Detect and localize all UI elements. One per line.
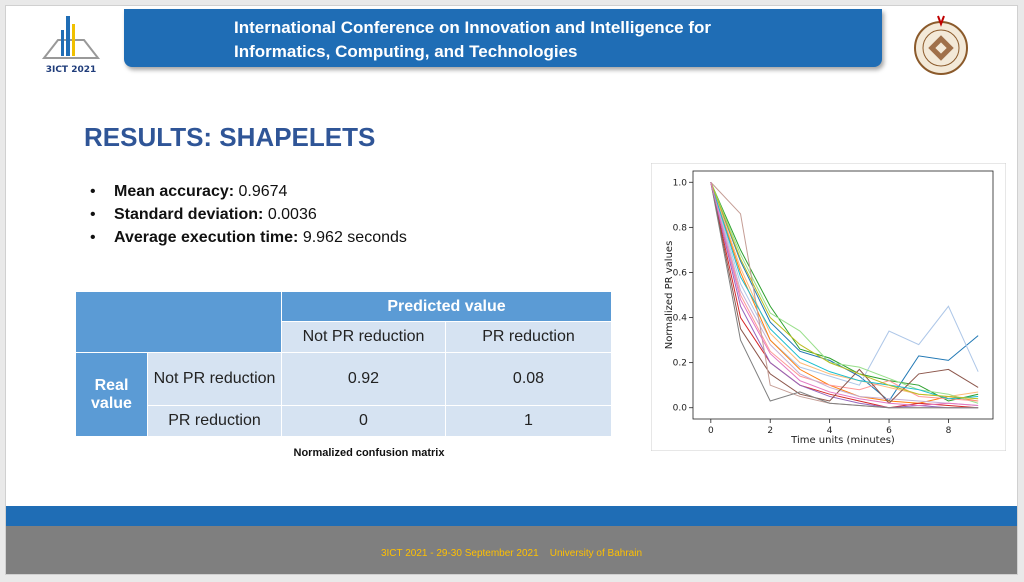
chart-series-line-10 xyxy=(710,182,979,406)
chart-series-line-2 xyxy=(710,182,979,386)
confusion-matrix-table: Predicted value Not PR reduction PR redu… xyxy=(76,292,612,437)
chart-y-tick-label: 0.8 xyxy=(673,223,688,233)
footer-text: 3ICT 2021 - 29-30 September 2021 Univers… xyxy=(380,548,643,559)
chart-y-tick-label: 1.0 xyxy=(673,178,688,188)
university-seal-logo xyxy=(911,12,971,78)
cell-0-0: 0.92 xyxy=(282,353,446,406)
bullet-label: Standard deviation: xyxy=(114,206,264,223)
chart-y-tick-label: 0.2 xyxy=(673,359,687,369)
row-header-pr-reduction: PR reduction xyxy=(148,406,282,437)
header-title-line1: International Conference on Innovation a… xyxy=(234,18,711,37)
chart-series-line-16 xyxy=(710,182,979,406)
bullet-mean-accuracy: Mean accuracy: 0.9674 xyxy=(90,180,407,203)
chart-series-line-15 xyxy=(710,182,979,400)
chart-y-tick-label: 0.4 xyxy=(673,314,688,324)
predicted-value-header: Predicted value xyxy=(282,292,612,322)
chart-series-line-11 xyxy=(710,182,979,404)
bullet-value: 0.0036 xyxy=(267,206,317,223)
col-header-pr-reduction: PR reduction xyxy=(446,322,612,353)
chart-plot-area xyxy=(692,170,994,420)
chart-series-line-8 xyxy=(710,182,979,402)
footer-gray-band xyxy=(6,526,1017,574)
chart-series-line-5 xyxy=(710,182,979,402)
row-header-not-pr-reduction: Not PR reduction xyxy=(148,353,282,406)
conference-logo: 3ICT 2021 xyxy=(36,10,106,80)
cell-1-1: 1 xyxy=(446,406,612,437)
chart-x-axis-label: Time units (minutes) xyxy=(790,435,895,446)
cell-1-0: 0 xyxy=(282,406,446,437)
normalized-pr-line-chart: 0 2 4 6 8 0.0 0.2 0.4 0.6 0.8 1.0 Time units (min… xyxy=(651,163,1006,451)
slide-title: RESULTS: SHAPELETS xyxy=(84,122,376,152)
bullet-value: 9.962 seconds xyxy=(302,229,407,246)
chart-y-axis-label: Normalized PR values xyxy=(664,241,675,350)
chart-series-line-14 xyxy=(710,182,979,400)
chart-x-tick-label: 2 xyxy=(767,426,773,436)
results-bullet-list: Mean accuracy: 0.9674 Standard deviation… xyxy=(90,180,407,249)
chart-series-line-9 xyxy=(710,182,979,409)
chart-y-tick-label: 0.0 xyxy=(673,404,688,414)
real-value-header: Real value xyxy=(76,353,148,437)
chart-y-tick-label: 0.6 xyxy=(673,268,688,278)
logo-left-text: 3ICT 2021 xyxy=(46,65,97,75)
col-header-not-pr-reduction: Not PR reduction xyxy=(282,322,446,353)
chart-x-tick-label: 4 xyxy=(827,426,833,436)
chart-series-line-3 xyxy=(710,182,979,404)
bullet-label: Mean accuracy: xyxy=(114,183,235,200)
header-banner: International Conference on Innovation a… xyxy=(124,9,882,67)
chart-series-line-13 xyxy=(710,182,979,409)
chart-series-line-6 xyxy=(710,182,979,404)
cell-0-1: 0.08 xyxy=(446,353,612,406)
header-title-line2: Informatics, Computing, and Technologies xyxy=(234,42,578,61)
footer-blue-band xyxy=(6,506,1017,526)
table-corner-cell xyxy=(76,292,282,353)
chart-x-tick-label: 8 xyxy=(946,426,952,436)
chart-x-tick-label: 0 xyxy=(708,426,714,436)
bullet-standard-deviation: Standard deviation: 0.0036 xyxy=(90,203,407,226)
bullet-execution-time: Average execution time: 9.962 seconds xyxy=(90,226,407,249)
bullet-label: Average execution time: xyxy=(114,229,299,246)
chart-x-tick-label: 6 xyxy=(886,426,892,436)
bullet-value: 0.9674 xyxy=(238,183,288,200)
confusion-matrix-caption: Normalized confusion matrix xyxy=(293,447,445,459)
slide: 3ICT 2021 International Conference on In… xyxy=(5,5,1018,575)
